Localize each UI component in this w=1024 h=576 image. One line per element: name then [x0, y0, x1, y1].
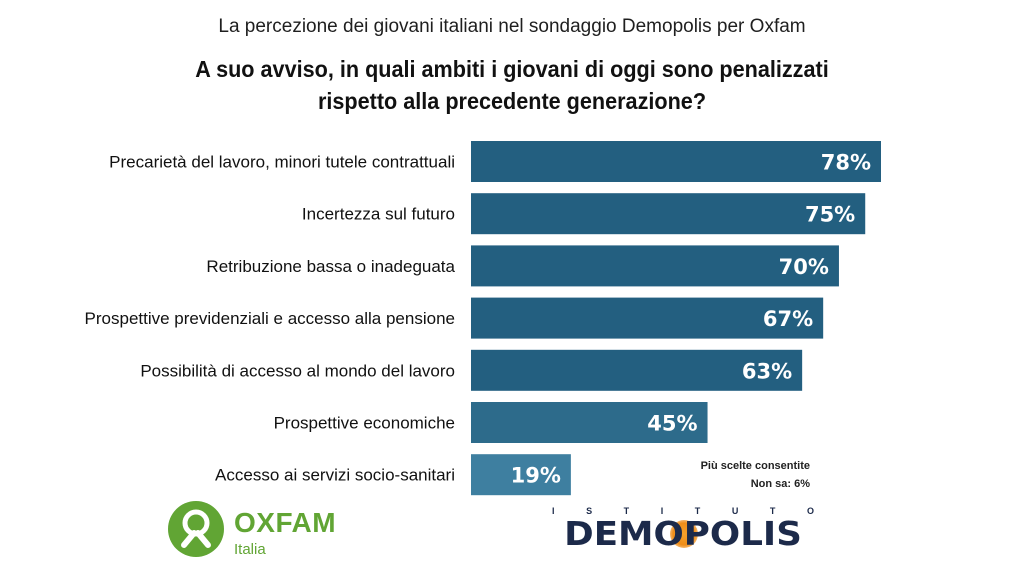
note-dont-know: Non sa: 6% — [750, 478, 810, 490]
bar — [471, 245, 839, 287]
oxfam-circle-icon — [168, 501, 224, 557]
category-label: Precarietà del lavoro, minori tutele con… — [109, 153, 455, 172]
value-label: 45% — [647, 412, 697, 436]
oxfam-italia-label: Italia — [234, 541, 266, 558]
demopolis-wordmark: DEMOPOLIS — [564, 514, 802, 553]
istituto-letter: I — [552, 506, 555, 516]
category-label: Prospettive economiche — [274, 414, 455, 433]
istituto-letter: I — [660, 506, 664, 516]
category-label: Incertezza sul futuro — [302, 205, 455, 224]
oxfam-logo: OXFAM Italia — [168, 501, 398, 563]
chart-title: A suo avviso, in quali ambiti i giovani … — [31, 53, 994, 117]
category-label: Retribuzione bassa o inadeguata — [206, 257, 455, 276]
bar — [471, 297, 824, 339]
category-label: Possibilità di accesso al mondo del lavo… — [140, 361, 455, 380]
value-label: 63% — [742, 359, 792, 383]
value-label: 19% — [511, 464, 561, 488]
istituto-letter: T — [694, 506, 701, 516]
category-label: Prospettive previdenziali e accesso alla… — [85, 309, 455, 328]
chart-title-line-2: rispetto alla precedente generazione? — [317, 88, 707, 114]
bar — [471, 349, 803, 391]
bar — [471, 454, 571, 496]
bar — [471, 402, 708, 443]
istituto-letter: O — [806, 506, 814, 516]
value-label: 67% — [763, 307, 813, 331]
bar — [471, 193, 866, 235]
istituto-letter: T — [769, 506, 776, 516]
istituto-letter: S — [586, 506, 593, 516]
demopolis-logo: I S T I T U T O DEMOPOLIS — [552, 506, 814, 562]
istituto-letter: U — [731, 506, 739, 516]
value-label: 78% — [821, 151, 871, 175]
demopolis-sun-icon — [670, 520, 698, 548]
istituto-letter: T — [623, 506, 630, 516]
value-label: 70% — [779, 255, 829, 279]
chart-subtitle: La percezione dei giovani italiani nel s… — [218, 16, 806, 37]
value-label: 75% — [805, 203, 855, 227]
note-multiple-choice: Più scelte consentite — [700, 460, 810, 472]
category-label: Accesso ai servizi socio-sanitari — [215, 466, 455, 485]
bar — [471, 141, 881, 182]
chart-title-line-1: A suo avviso, in quali ambiti i giovani … — [195, 56, 829, 82]
oxfam-wordmark: OXFAM — [234, 507, 337, 538]
